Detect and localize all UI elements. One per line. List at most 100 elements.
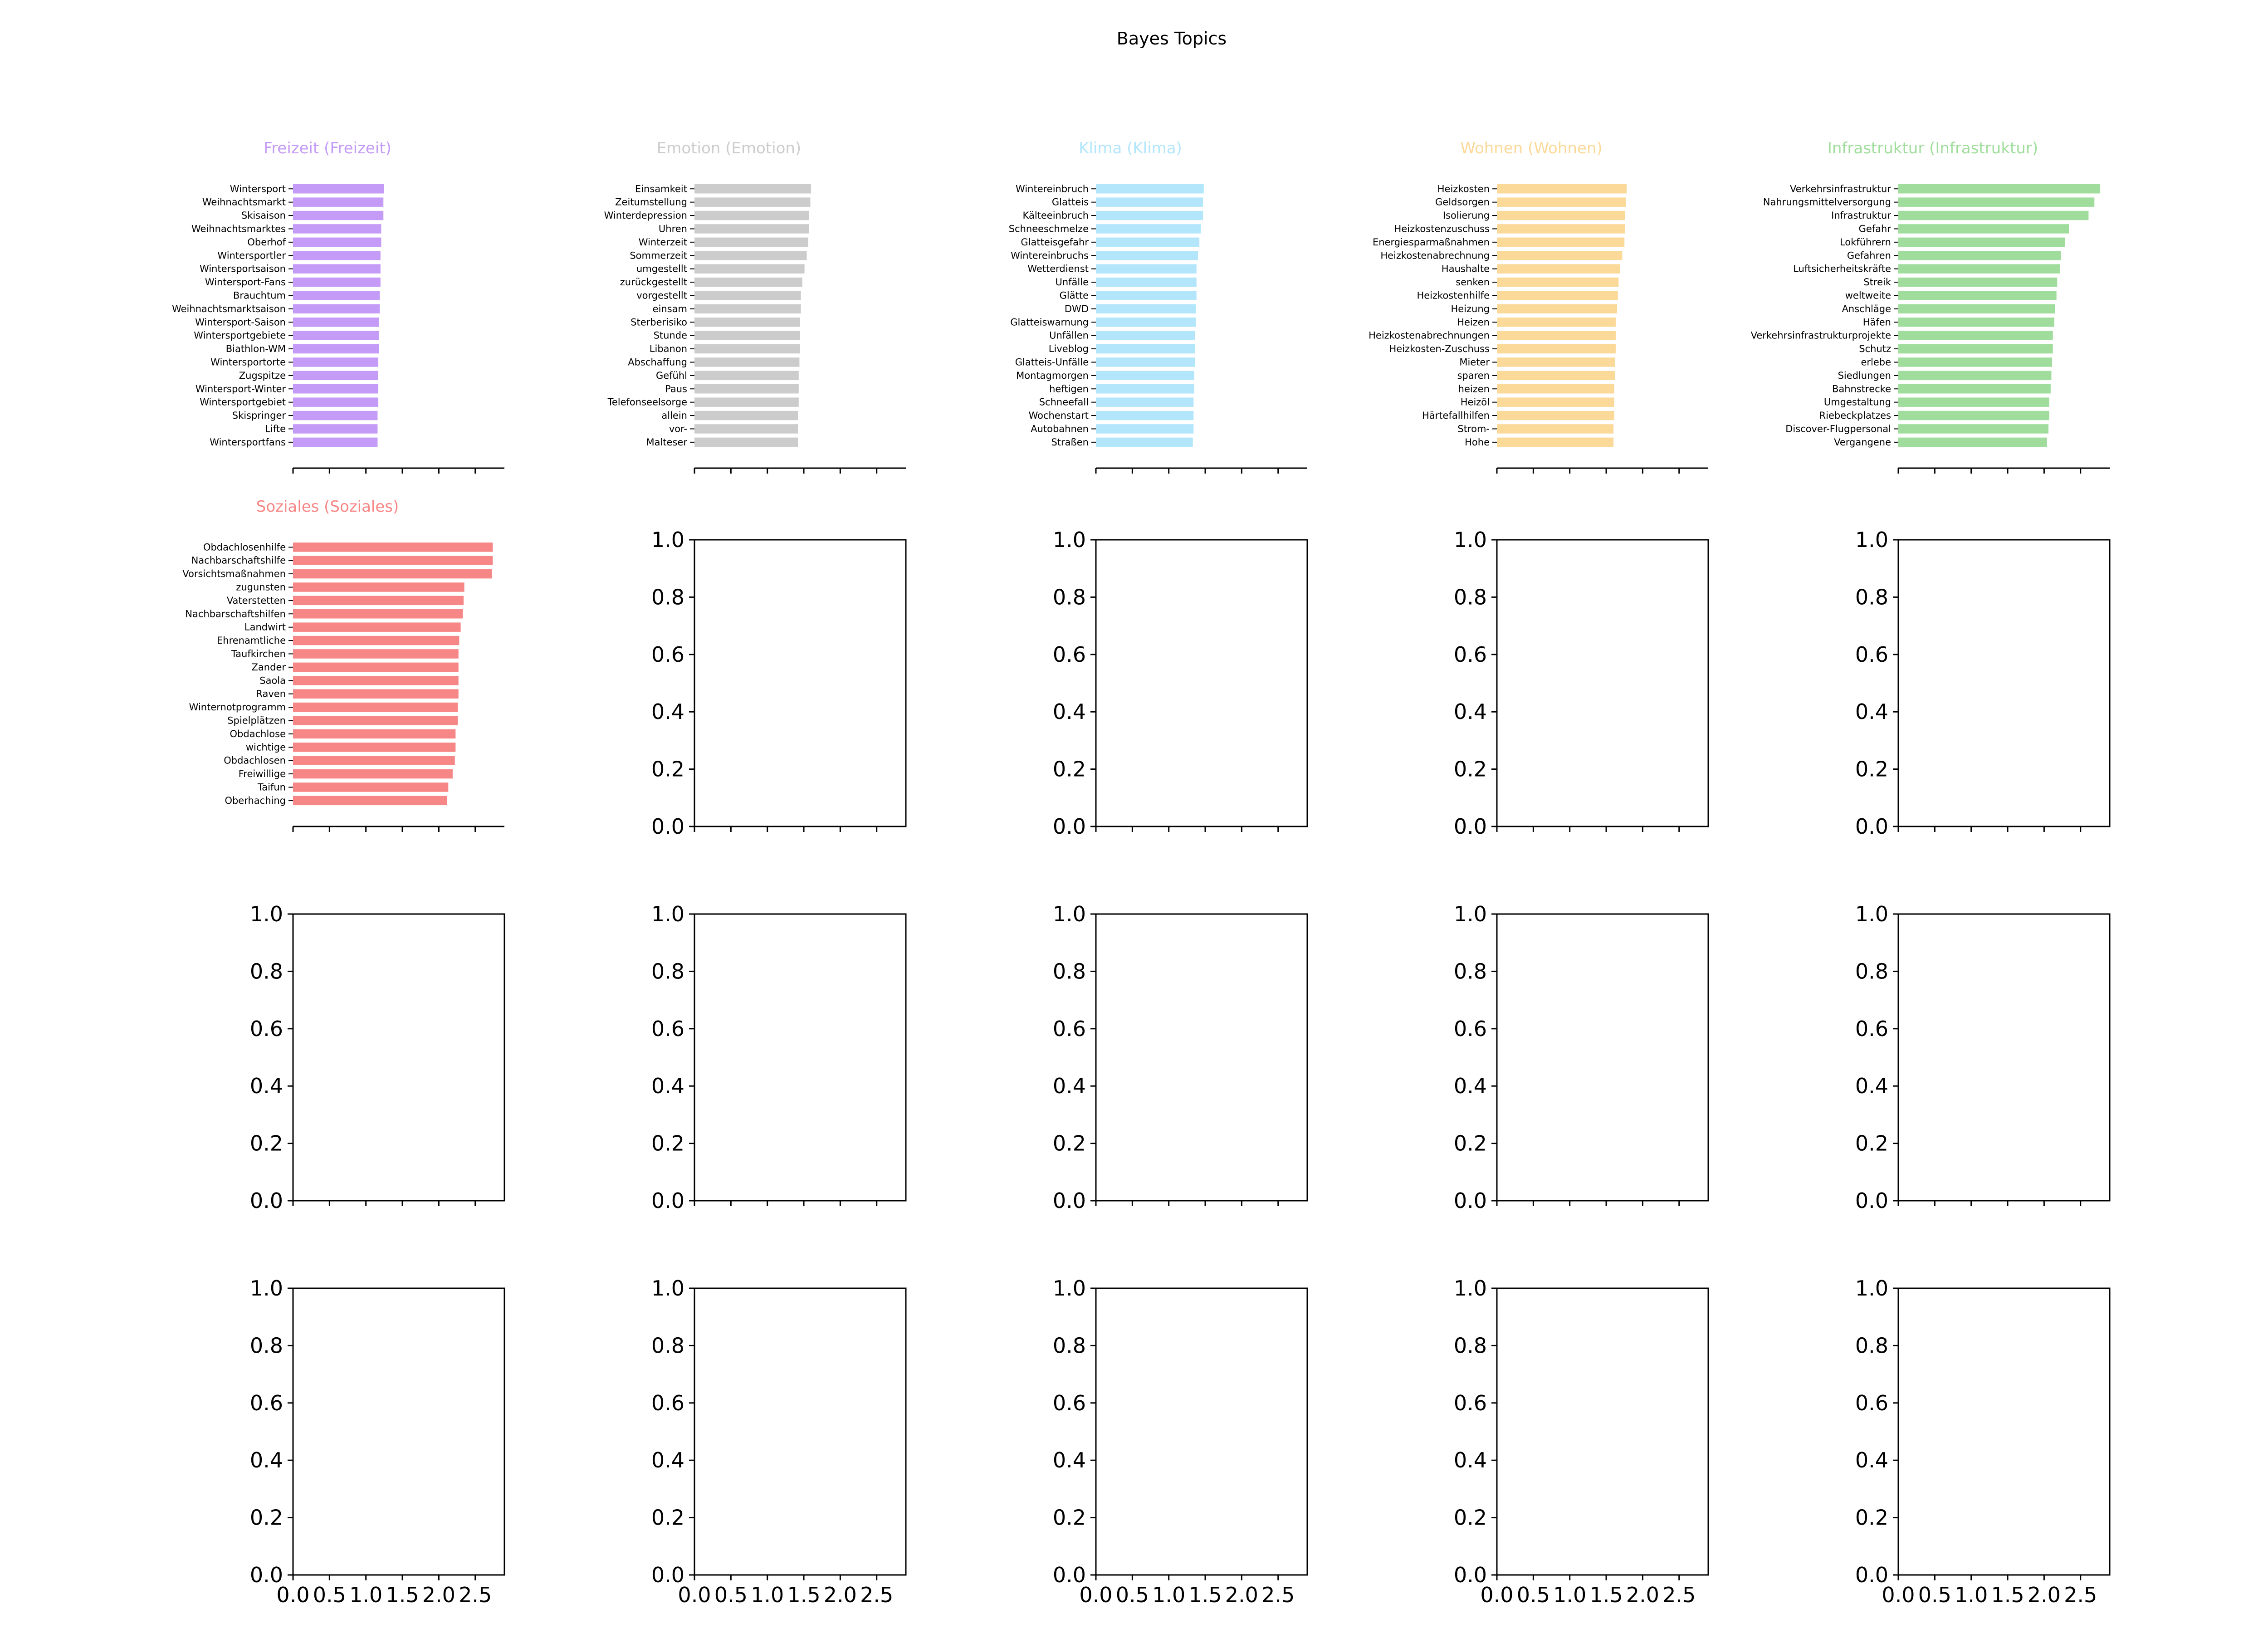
category-label: Zugspitze bbox=[239, 370, 286, 381]
category-label: zugunsten bbox=[236, 582, 286, 592]
y-tick-label: 1.0 bbox=[1855, 528, 1888, 552]
bar bbox=[1497, 251, 1623, 260]
bar bbox=[1096, 197, 1203, 207]
y-tick-label: 0.6 bbox=[1454, 642, 1487, 667]
y-tick-label: 0.6 bbox=[1454, 1391, 1487, 1415]
chart-panel: 0.0 0.2 0.4 0.6 0.8 1.0 bbox=[1454, 902, 1709, 1213]
category-label: Wetterdienst bbox=[1027, 264, 1089, 274]
category-label: Streik bbox=[1863, 277, 1891, 288]
bar bbox=[1497, 437, 1614, 447]
empty-axes-frame bbox=[292, 913, 505, 1202]
bar bbox=[293, 264, 381, 274]
x-tick-label: 0.0 bbox=[1079, 1583, 1112, 1607]
x-tick-label: 1.0 bbox=[1553, 1583, 1586, 1607]
category-label: Siedlungen bbox=[1838, 370, 1891, 381]
empty-axes-frame bbox=[1496, 913, 1709, 1202]
x-tick-label: 2.5 bbox=[459, 1583, 492, 1607]
chart-panel: Freizeit (Freizeit) Wintersport Weihnachts… bbox=[172, 139, 504, 474]
category-label: Riebeckplatzes bbox=[1819, 410, 1891, 421]
category-label: Gefühl bbox=[656, 370, 687, 381]
category-label: Isolierung bbox=[1443, 210, 1490, 221]
bar bbox=[1096, 304, 1196, 314]
x-tick-label: 0.5 bbox=[1517, 1583, 1550, 1607]
x-tick-label: 1.5 bbox=[787, 1583, 820, 1607]
bar bbox=[293, 251, 381, 260]
bar bbox=[1898, 184, 2101, 194]
bar bbox=[1497, 210, 1625, 220]
x-tick-label: 0.0 bbox=[1480, 1583, 1513, 1607]
y-tick-label: 0.6 bbox=[250, 1391, 283, 1415]
y-tick-label: 0.8 bbox=[1855, 959, 1888, 983]
y-tick-label: 0.0 bbox=[651, 814, 684, 839]
category-label: Liveblog bbox=[1049, 343, 1089, 354]
bar bbox=[293, 543, 493, 552]
bar bbox=[1096, 318, 1196, 327]
y-tick-label: 0.4 bbox=[250, 1448, 283, 1472]
category-label: Härtefallhilfen bbox=[1422, 410, 1490, 421]
bar bbox=[1096, 411, 1194, 420]
y-tick-label: 0.2 bbox=[250, 1506, 283, 1530]
category-label: Wintersportfans bbox=[210, 437, 286, 448]
empty-axes-frame bbox=[694, 913, 907, 1202]
chart-panel: 0.0 0.2 0.4 0.6 0.8 1.0 bbox=[1855, 902, 2111, 1213]
y-tick-label: 0.8 bbox=[1855, 585, 1888, 609]
category-label: Saola bbox=[259, 675, 286, 686]
x-tick-label: 1.5 bbox=[1991, 1583, 2024, 1607]
x-tick-label: 1.0 bbox=[349, 1583, 382, 1607]
y-tick-label: 1.0 bbox=[651, 1276, 684, 1301]
bar bbox=[1497, 411, 1614, 420]
y-tick-label: 1.0 bbox=[250, 1276, 283, 1301]
category-label: Heizöl bbox=[1461, 397, 1490, 408]
bar bbox=[1497, 424, 1614, 434]
category-label: Unfälle bbox=[1055, 277, 1089, 288]
x-tick-label: 1.0 bbox=[751, 1583, 784, 1607]
category-label: Wintersportorte bbox=[210, 357, 286, 367]
y-tick-label: 1.0 bbox=[250, 902, 283, 926]
category-label: weltweite bbox=[1845, 290, 1891, 301]
y-tick-label: 1.0 bbox=[1454, 528, 1487, 552]
bar bbox=[1096, 384, 1194, 394]
category-label: Heizen bbox=[1457, 317, 1490, 328]
category-label: Hohe bbox=[1465, 437, 1490, 448]
bar bbox=[1096, 331, 1195, 340]
category-label: Weihnachtsmarktsaison bbox=[172, 303, 286, 314]
category-label: allein bbox=[661, 410, 687, 421]
y-tick-label: 0.6 bbox=[1855, 642, 1888, 667]
category-label: Wintersportler bbox=[217, 250, 286, 261]
chart-panel: Infrastruktur (Infrastruktur) Verkehrsinf… bbox=[1751, 139, 2110, 474]
chart-panel: Emotion (Emotion) Einsamkeit Zeitumstellun… bbox=[604, 139, 906, 474]
bar bbox=[694, 397, 799, 407]
x-tick-label: 0.0 bbox=[1882, 1583, 1915, 1607]
bar bbox=[293, 357, 379, 367]
bar bbox=[1497, 184, 1627, 194]
bar bbox=[293, 689, 459, 699]
empty-axes-frame bbox=[1095, 1287, 1308, 1576]
category-label: Landwirt bbox=[244, 622, 286, 633]
y-tick-label: 0.4 bbox=[1855, 1448, 1888, 1472]
category-label: Wochenstart bbox=[1029, 410, 1089, 421]
y-tick-label: 1.0 bbox=[1855, 1276, 1888, 1301]
panel-title: Emotion (Emotion) bbox=[657, 139, 801, 157]
category-label: Heizkostenhilfe bbox=[1417, 290, 1490, 301]
category-label: Unfällen bbox=[1049, 330, 1089, 341]
empty-axes-frame bbox=[1897, 539, 2111, 827]
x-tick-label: 2.0 bbox=[422, 1583, 455, 1607]
bar bbox=[293, 424, 378, 434]
bar bbox=[293, 569, 492, 579]
y-tick-label: 0.8 bbox=[1454, 959, 1487, 983]
category-label: vorgestellt bbox=[636, 290, 687, 301]
y-tick-label: 0.2 bbox=[1053, 1131, 1086, 1156]
category-label: Schutz bbox=[1859, 343, 1891, 354]
bar bbox=[1096, 264, 1197, 274]
bar bbox=[1898, 344, 2053, 354]
panel-title: Klima (Klima) bbox=[1079, 139, 1182, 157]
x-tick-label: 0.0 bbox=[276, 1583, 309, 1607]
y-tick-label: 0.4 bbox=[651, 1448, 684, 1472]
category-label: Nachbarschaftshilfen bbox=[185, 608, 286, 619]
bar bbox=[1898, 251, 2061, 260]
category-label: Wintersport-Fans bbox=[205, 277, 286, 288]
bar bbox=[1898, 224, 2069, 234]
category-label: Mieter bbox=[1459, 357, 1490, 367]
bar bbox=[694, 210, 809, 220]
y-tick-label: 0.2 bbox=[1454, 1506, 1487, 1530]
